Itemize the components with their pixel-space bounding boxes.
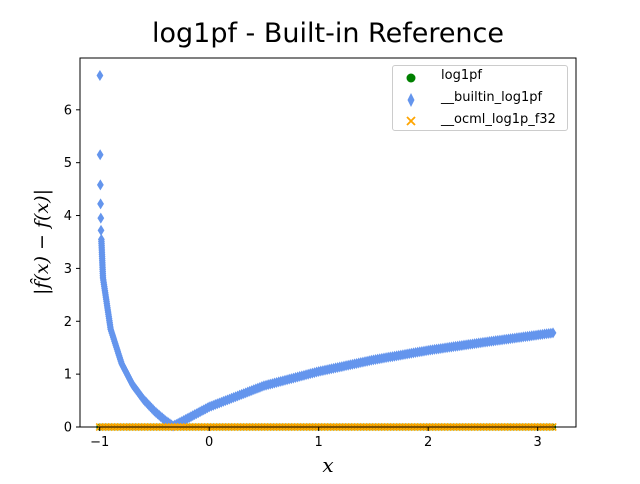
- legend-marker-x: [406, 116, 416, 126]
- y-axis-label: |f̂(x) − f(x)|: [30, 189, 53, 295]
- data-point: [549, 327, 557, 339]
- y-tick-label: 1: [64, 368, 72, 383]
- x-tick-label: 0: [205, 435, 213, 450]
- data-point: [97, 198, 104, 210]
- data-point: [97, 224, 105, 236]
- x-axis-label: x: [322, 453, 333, 477]
- y-tick-label: 6: [64, 103, 72, 118]
- legend-label: __ocml_log1p_f32: [441, 112, 556, 127]
- data-point: [96, 149, 104, 161]
- y-tick-label: 4: [64, 209, 72, 224]
- y-tick-label: 2: [64, 315, 72, 330]
- y-tick-label: 0: [64, 421, 72, 436]
- data-point: [96, 179, 104, 191]
- legend-marker-diamond: [407, 93, 415, 107]
- y-tick-label: 5: [64, 156, 72, 171]
- axes-frame: [79, 57, 577, 428]
- data-point: [96, 69, 104, 81]
- x-tick-label: 1: [315, 435, 323, 450]
- legend-label: log1pf: [441, 68, 482, 83]
- legend-item-builtin-log1pf: __builtin_log1pf: [393, 88, 569, 110]
- x-tick-label: 2: [424, 435, 432, 450]
- x-tick-label: 3: [534, 435, 542, 450]
- x-tick-label: −1: [90, 435, 109, 450]
- legend-item-ocml-log1p-f32: __ocml_log1p_f32: [393, 110, 569, 132]
- legend: log1pf __builtin_log1pf __ocml_log1p_f32: [392, 65, 568, 131]
- chart-title: log1pf - Built-in Reference: [151, 18, 504, 49]
- legend-item-log1pf: log1pf: [393, 66, 569, 88]
- y-tick-label: 3: [64, 262, 72, 277]
- legend-label: __builtin_log1pf: [441, 90, 543, 105]
- data-point: [97, 212, 105, 224]
- legend-marker-circle: [406, 73, 416, 83]
